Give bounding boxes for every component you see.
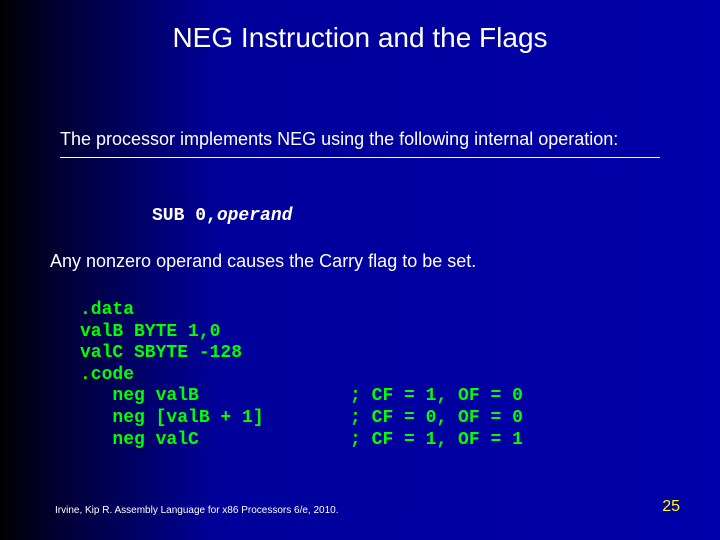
slide: NEG Instruction and the Flags The proces… [0, 0, 720, 540]
paragraph-carry: Any nonzero operand causes the Carry fla… [50, 250, 670, 273]
paragraph-intro: The processor implements NEG using the f… [60, 128, 660, 158]
slide-title: NEG Instruction and the Flags [0, 0, 720, 54]
page-number: 25 [662, 498, 680, 516]
sub-operand: operand [217, 206, 293, 226]
code-block: .data valB BYTE 1,0 valC SBYTE -128 .cod… [80, 300, 523, 451]
footer-citation: Irvine, Kip R. Assembly Language for x86… [55, 505, 339, 516]
sub-prefix: SUB 0, [152, 206, 217, 226]
code-sub-instruction: SUB 0,operand [152, 206, 292, 226]
